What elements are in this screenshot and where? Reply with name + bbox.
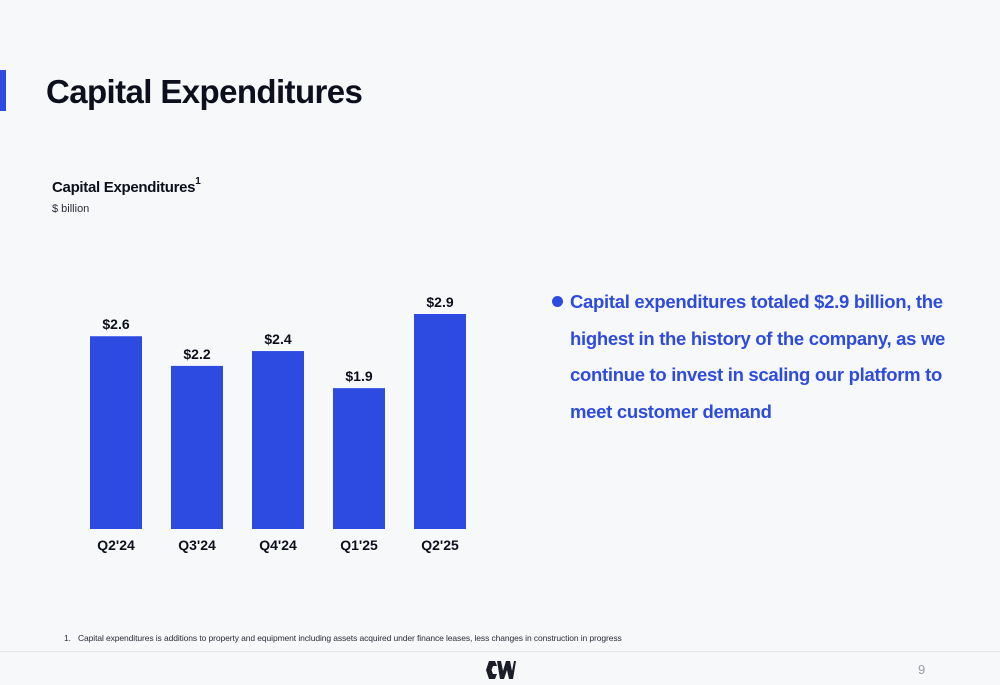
x-tick-label-2: Q4'24 bbox=[259, 537, 297, 553]
page-title: Capital Expenditures bbox=[46, 73, 363, 110]
x-tick-label-3: Q1'25 bbox=[340, 537, 378, 553]
footer-divider bbox=[0, 651, 1000, 652]
capex-bar-chart: $2.6 Q2'24 $2.2 Q3'24 $2.4 Q4'24 $1.9 Q1'25 $2.9… bbox=[90, 294, 466, 553]
chart-title-footnote-marker: 1 bbox=[195, 176, 201, 187]
bar-0 bbox=[90, 336, 142, 529]
bar-value-label-4: $2.9 bbox=[426, 294, 453, 310]
bar-4 bbox=[414, 314, 466, 529]
bullet-dot-icon bbox=[552, 296, 563, 307]
commentary-text: Capital expenditures totaled $2.9 billio… bbox=[570, 291, 946, 422]
title-accent-bar bbox=[0, 70, 6, 111]
x-tick-label-0: Q2'24 bbox=[97, 537, 135, 553]
x-tick-label-4: Q2'25 bbox=[421, 537, 459, 553]
chart-title: Capital Expenditures1 bbox=[52, 176, 201, 196]
footnote-text: Capital expenditures is additions to pro… bbox=[78, 633, 622, 643]
bar-value-label-0: $2.6 bbox=[102, 316, 129, 332]
company-logo-icon bbox=[486, 659, 516, 685]
page-number: 9 bbox=[918, 662, 926, 677]
bar-2 bbox=[252, 351, 304, 529]
chart-title-text: Capital Expenditures bbox=[52, 179, 196, 196]
x-tick-label-1: Q3'24 bbox=[178, 537, 216, 553]
footnote-number: 1. bbox=[64, 633, 71, 643]
commentary-bullet: Capital expenditures totaled $2.9 billio… bbox=[552, 284, 972, 430]
chart-units-label: $ billion bbox=[52, 203, 90, 215]
bar-value-label-1: $2.2 bbox=[183, 346, 210, 362]
bar-3 bbox=[333, 388, 385, 529]
bar-1 bbox=[171, 365, 223, 529]
footnote: 1. Capital expenditures is additions to p… bbox=[64, 633, 622, 643]
bar-value-label-2: $2.4 bbox=[264, 331, 291, 347]
bar-value-label-3: $1.9 bbox=[345, 368, 372, 384]
